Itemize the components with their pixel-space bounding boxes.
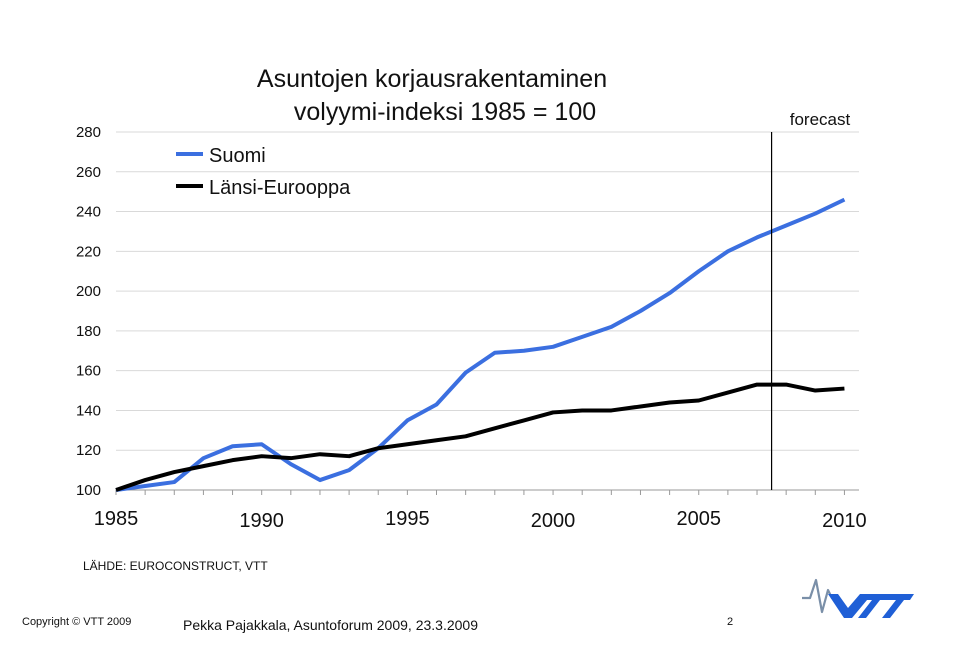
- series-line-suomi: [115, 197, 846, 492]
- y-tick-label-220: 220: [76, 243, 101, 260]
- y-tick-label-200: 200: [76, 283, 101, 300]
- chart-title-line-1: Asuntojen korjausrakentaminen: [257, 65, 607, 93]
- x-tick-label-2005: 2005: [676, 508, 721, 530]
- legend-label-suomi: Suomi: [209, 145, 266, 167]
- y-tick-label-100: 100: [76, 482, 101, 499]
- x-tick-label-2000: 2000: [531, 510, 576, 532]
- chart-title: Asuntojen korjausrakentaminen volyymi-in…: [257, 65, 607, 126]
- copyright-text: Copyright © VTT 2009: [22, 616, 132, 628]
- series-lines: [115, 197, 846, 492]
- legend-label-lansi-eurooppa: Länsi-Eurooppa: [209, 177, 351, 199]
- y-tick-label-280: 280: [76, 124, 101, 141]
- forecast-label: forecast: [790, 110, 851, 129]
- x-tick-label-1985: 1985: [94, 508, 139, 530]
- y-tick-label-240: 240: [76, 204, 101, 221]
- x-axis: [115, 489, 859, 495]
- vtt-logo: [802, 578, 914, 618]
- page-number: 2: [727, 616, 734, 628]
- legend: Suomi Länsi-Eurooppa: [176, 145, 351, 199]
- y-tick-label-120: 120: [76, 442, 101, 459]
- footer-text: Pekka Pajakkala, Asuntoforum 2009, 23.3.…: [183, 617, 478, 633]
- x-tick-label-1990: 1990: [239, 510, 284, 532]
- y-tick-label-140: 140: [76, 402, 101, 419]
- y-tick-label-260: 260: [76, 164, 101, 181]
- x-tick-label-1995: 1995: [385, 508, 430, 530]
- y-axis-ticks: 100 120 140 160 180 200 220 240 260 280: [76, 124, 101, 499]
- y-tick-label-160: 160: [76, 363, 101, 380]
- source-note: LÄHDE: EUROCONSTRUCT, VTT: [83, 559, 268, 573]
- gridlines: [116, 131, 859, 451]
- x-axis-ticks: 1985 1990 1995 2000 2005 2010: [94, 508, 867, 532]
- vtt-logo-letters: [828, 594, 914, 618]
- y-tick-label-180: 180: [76, 323, 101, 340]
- chart-title-line-2: volyymi-indeksi 1985 = 100: [294, 98, 596, 126]
- x-tick-label-2010: 2010: [822, 510, 867, 532]
- series-line-lansi-eurooppa: [115, 382, 845, 492]
